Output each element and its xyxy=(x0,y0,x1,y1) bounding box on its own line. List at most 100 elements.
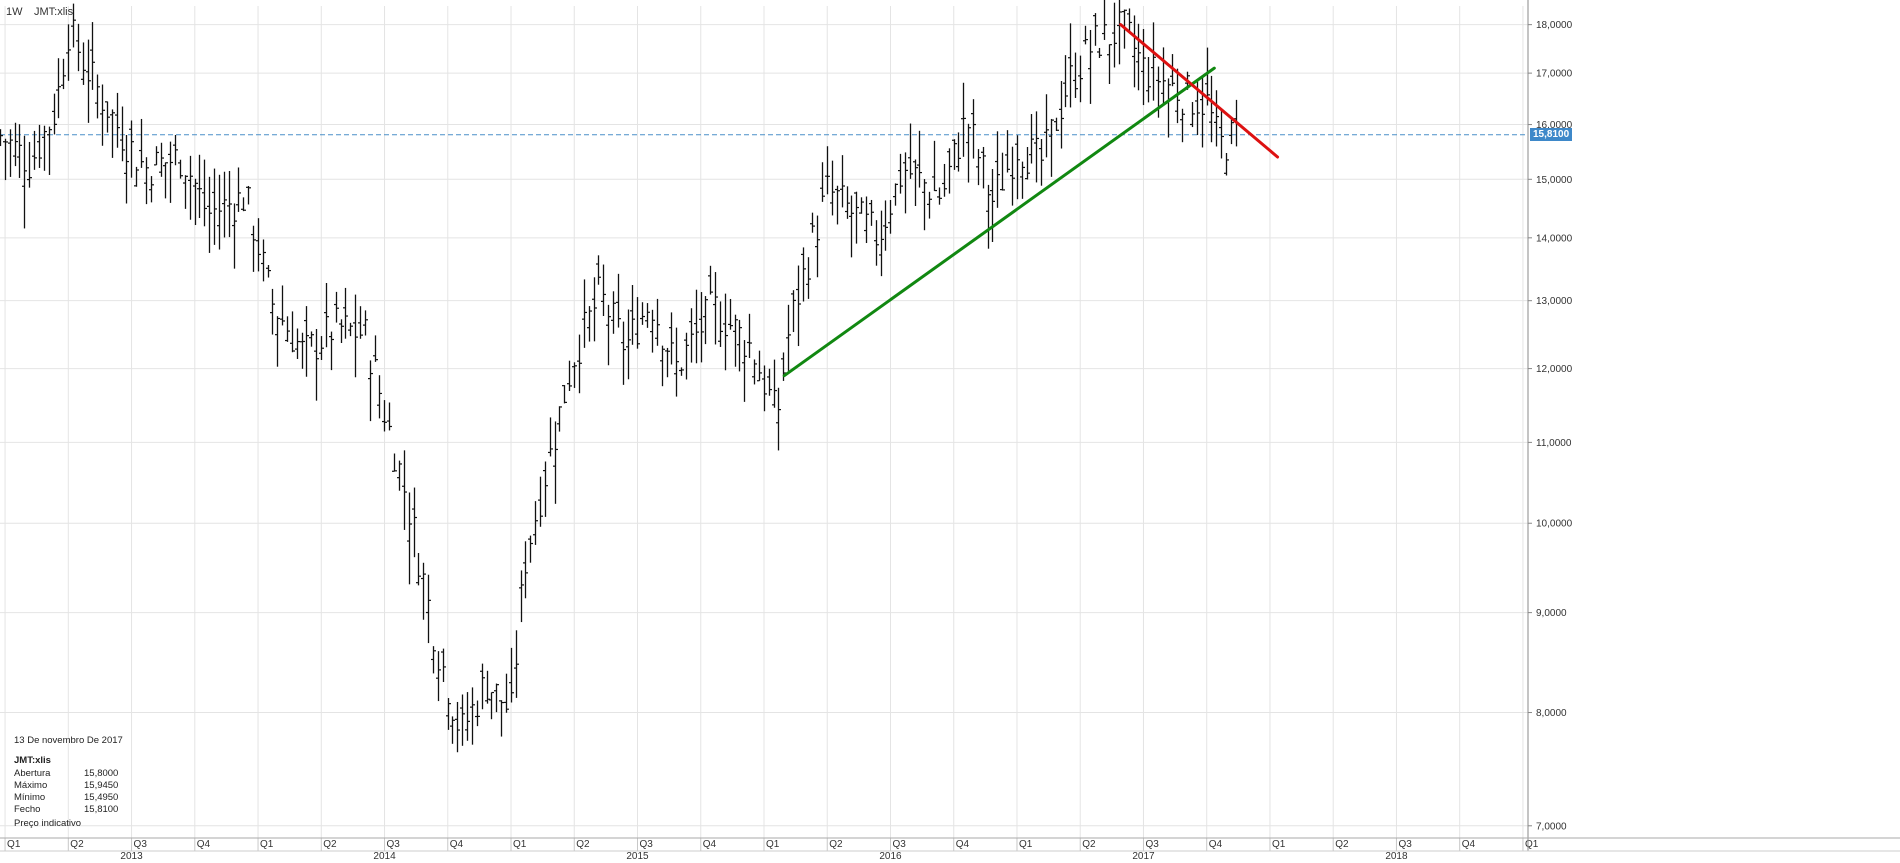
ohlc-bar xyxy=(971,99,976,159)
ohlc-bar xyxy=(1224,152,1229,176)
ohlc-bar xyxy=(300,332,305,369)
ohlc-bar xyxy=(193,178,198,226)
y-tick-label: 14,0000 xyxy=(1536,233,1573,244)
ohlc-bar xyxy=(718,301,723,347)
ohlc-bar xyxy=(270,288,275,335)
current-price-tag: 15,8100 xyxy=(1530,127,1573,141)
ohlc-bar xyxy=(319,336,324,361)
support-trendline xyxy=(782,66,1216,378)
year-label: 2015 xyxy=(626,851,649,862)
info-date: 13 De novembro De 2017 xyxy=(14,735,123,746)
ohlc-bar xyxy=(71,3,76,48)
ohlc-bar xyxy=(655,298,660,346)
ohlc-bar xyxy=(679,367,684,376)
ohlc-bar xyxy=(509,647,514,703)
year-label: 2017 xyxy=(1132,851,1155,862)
ohlc-bar xyxy=(665,347,670,378)
quarter-label: Q2 xyxy=(1335,839,1349,850)
ohlc-bar xyxy=(120,106,125,162)
ohlc-bar xyxy=(251,225,256,272)
ohlc-bar xyxy=(611,291,616,334)
trendlines[interactable] xyxy=(782,23,1280,378)
ohlc-bar xyxy=(115,92,120,148)
ohlc-bar xyxy=(557,406,562,432)
ohlc-bar xyxy=(285,316,290,342)
ohlc-bar xyxy=(1029,114,1034,164)
ohlc-bar xyxy=(1010,146,1015,206)
ohlc-bar xyxy=(363,310,368,336)
ohlc-bar xyxy=(592,277,597,342)
ohlc-bar xyxy=(1219,109,1224,159)
ohlc-bar xyxy=(13,122,18,167)
ohlc-bar xyxy=(874,220,879,266)
resistance-trendline xyxy=(1119,23,1280,159)
ohlc-bar xyxy=(854,191,859,244)
ohlc-bar xyxy=(353,294,358,378)
ohlc-bar xyxy=(485,670,490,704)
quarter-label: Q3 xyxy=(892,839,906,850)
interval-label[interactable]: 1W xyxy=(6,6,23,18)
ohlc-bar xyxy=(699,292,704,363)
ohlc-bar xyxy=(1127,8,1132,33)
ohlc-bar xyxy=(382,400,387,432)
ohlc-bar xyxy=(358,306,363,339)
ohlc-bar xyxy=(587,306,592,342)
ohlc-bar xyxy=(387,402,392,431)
ohlc-bar xyxy=(1166,78,1171,138)
ohlc-bar xyxy=(178,159,183,179)
quarter-label: Q3 xyxy=(134,839,148,850)
ohlc-bar xyxy=(1117,0,1122,65)
ohlc-bar xyxy=(183,175,188,209)
quarter-label: Q1 xyxy=(766,839,780,850)
ohlc-bar xyxy=(1151,22,1156,101)
ohlc-bar xyxy=(324,282,329,348)
ohlc-bar xyxy=(86,39,91,123)
ohlc-bar xyxy=(728,298,733,330)
ohlc-bar xyxy=(129,120,134,178)
ohlc-bar xyxy=(1044,94,1049,158)
quarter-label: Q1 xyxy=(1019,839,1033,850)
ohlc-bar xyxy=(188,155,193,220)
quarter-label: Q4 xyxy=(956,839,970,850)
ohlc-bar xyxy=(917,130,922,188)
ohlc-bar xyxy=(110,109,115,158)
ohlc-bar xyxy=(786,304,791,371)
ohlc-bar xyxy=(708,265,713,295)
ohlc-bar xyxy=(61,58,66,90)
ohlc-bar xyxy=(601,264,606,316)
quarter-label: Q4 xyxy=(197,839,211,850)
info-note: Preço indicativo xyxy=(14,818,82,829)
y-tick-label: 18,0000 xyxy=(1536,20,1573,31)
y-tick-label: 17,0000 xyxy=(1536,69,1573,80)
ohlc-bar xyxy=(90,22,95,90)
ohlc-bar xyxy=(27,141,32,188)
ohlc-bar xyxy=(1039,139,1044,186)
symbol-label[interactable]: JMT:xlis xyxy=(34,6,74,18)
quarter-label: Q1 xyxy=(513,839,527,850)
ohlc-bar xyxy=(747,313,752,359)
info-label: Máximo xyxy=(14,780,48,791)
ohlc-bar xyxy=(426,574,431,644)
ohlc-bar xyxy=(95,74,100,119)
ohlc-bar xyxy=(0,129,3,147)
ohlc-bar xyxy=(52,93,57,135)
ohlc-bar xyxy=(134,166,139,187)
ohlc-bar xyxy=(567,360,572,391)
info-value: 15,4950 xyxy=(84,792,119,803)
ohlc-bar xyxy=(572,362,577,388)
ohlc-bar xyxy=(1190,102,1195,128)
ohlc-bar xyxy=(1059,81,1064,149)
ohlc-bar xyxy=(1078,55,1083,103)
ohlc-bar xyxy=(650,309,655,353)
ohlc-bar xyxy=(898,153,903,194)
ohlc-bar xyxy=(806,257,811,299)
ohlc-bar xyxy=(757,350,762,382)
ohlc-bar xyxy=(1112,2,1117,68)
year-label: 2018 xyxy=(1385,851,1408,862)
ohlc-bar xyxy=(470,687,475,745)
quarter-label: Q4 xyxy=(1462,839,1476,850)
ohlc-bar xyxy=(1034,111,1039,183)
y-tick-label: 15,0000 xyxy=(1536,175,1573,186)
ohlc-bar xyxy=(348,322,353,337)
